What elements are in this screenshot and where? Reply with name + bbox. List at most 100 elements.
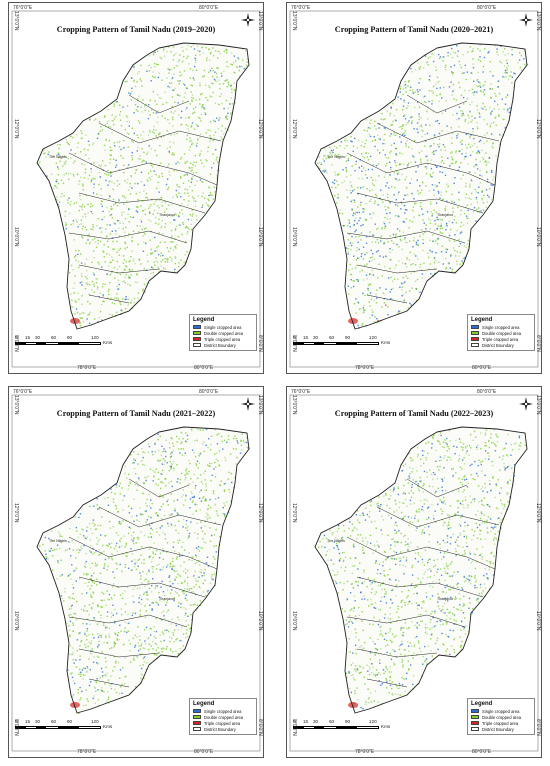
crop-pixel — [130, 302, 132, 304]
crop-pixel — [115, 545, 117, 547]
crop-pixel — [403, 204, 406, 207]
crop-pixel — [134, 646, 136, 648]
crop-pixel — [173, 565, 176, 567]
lon-label-bottom-right: 80°0'0"E — [472, 365, 492, 371]
crop-pixel — [427, 106, 429, 108]
crop-pixel — [427, 559, 429, 561]
crop-pixel — [405, 275, 407, 277]
crop-pixel — [434, 268, 436, 270]
crop-pixel — [175, 247, 177, 249]
crop-pixel — [448, 86, 451, 88]
crop-pixel — [130, 535, 133, 537]
crop-pixel — [384, 216, 386, 219]
crop-pixel — [168, 576, 170, 578]
crop-pixel — [117, 220, 119, 222]
crop-pixel — [449, 440, 451, 442]
crop-pixel — [153, 76, 155, 78]
crop-pixel — [492, 574, 495, 576]
crop-pixel — [395, 235, 397, 237]
crop-pixel — [424, 631, 427, 633]
crop-pixel — [122, 255, 125, 257]
crop-pixel — [109, 224, 111, 226]
crop-pixel — [119, 482, 121, 485]
crop-pixel — [372, 212, 374, 214]
crop-pixel — [128, 473, 130, 476]
crop-pixel — [328, 157, 330, 159]
crop-pixel — [407, 595, 409, 597]
crop-pixel — [110, 149, 113, 151]
crop-pixel — [72, 659, 74, 661]
crop-pixel — [163, 639, 165, 642]
crop-pixel — [430, 159, 432, 161]
crop-pixel — [116, 563, 118, 566]
crop-pixel — [392, 242, 395, 245]
crop-pixel — [445, 99, 447, 102]
crop-pixel — [365, 219, 368, 221]
crop-pixel — [385, 209, 387, 211]
crop-pixel — [374, 200, 376, 202]
crop-pixel — [146, 525, 148, 527]
lon-label-top-right: 80°0'0"E — [199, 389, 219, 395]
crop-pixel — [119, 301, 121, 303]
crop-pixel — [140, 263, 142, 265]
crop-pixel — [373, 700, 375, 702]
crop-pixel — [359, 307, 362, 310]
crop-pixel — [155, 260, 157, 262]
crop-pixel — [381, 588, 383, 591]
crop-pixel — [106, 122, 109, 125]
crop-pixel — [125, 675, 127, 678]
crop-pixel — [458, 191, 460, 194]
crop-pixel — [476, 548, 478, 550]
crop-pixel — [77, 142, 79, 144]
crop-pixel — [162, 50, 165, 52]
crop-pixel — [397, 608, 399, 610]
crop-pixel — [431, 184, 434, 186]
crop-pixel — [205, 132, 208, 134]
crop-pixel — [435, 186, 437, 188]
crop-pixel — [444, 149, 447, 152]
crop-pixel — [471, 119, 473, 121]
crop-pixel — [98, 164, 100, 166]
crop-pixel — [446, 566, 448, 568]
crop-pixel — [471, 88, 473, 91]
crop-pixel — [158, 207, 160, 209]
crop-pixel — [75, 619, 78, 621]
crop-pixel — [68, 178, 70, 180]
crop-pixel — [92, 224, 94, 226]
crop-pixel — [86, 592, 88, 594]
crop-pixel — [137, 463, 139, 465]
crop-pixel — [150, 561, 153, 563]
crop-pixel — [222, 133, 225, 135]
crop-pixel — [423, 470, 426, 473]
crop-pixel — [347, 253, 349, 255]
crop-pixel — [135, 561, 137, 564]
crop-pixel — [458, 166, 461, 168]
crop-pixel — [390, 640, 393, 643]
crop-pixel — [191, 122, 194, 124]
crop-pixel — [87, 235, 89, 238]
crop-pixel — [57, 144, 59, 146]
crop-pixel — [122, 280, 124, 283]
crop-pixel — [182, 60, 184, 62]
crop-pixel — [132, 141, 134, 143]
crop-pixel — [201, 530, 204, 532]
crop-pixel — [116, 311, 118, 314]
crop-pixel — [88, 604, 91, 606]
crop-pixel — [91, 205, 94, 207]
crop-pixel — [152, 469, 154, 472]
crop-pixel — [186, 174, 189, 176]
crop-pixel — [465, 155, 467, 158]
crop-pixel — [187, 615, 189, 617]
crop-pixel — [139, 158, 141, 160]
crop-pixel — [414, 515, 417, 517]
crop-pixel — [107, 679, 110, 681]
crop-pixel — [404, 194, 406, 197]
crop-pixel — [129, 284, 131, 287]
crop-pixel — [183, 153, 186, 155]
crop-pixel — [172, 450, 174, 452]
crop-pixel — [227, 107, 229, 109]
crop-pixel — [140, 531, 142, 533]
crop-pixel — [492, 184, 494, 186]
crop-pixel — [175, 225, 178, 228]
crop-pixel — [75, 580, 77, 582]
